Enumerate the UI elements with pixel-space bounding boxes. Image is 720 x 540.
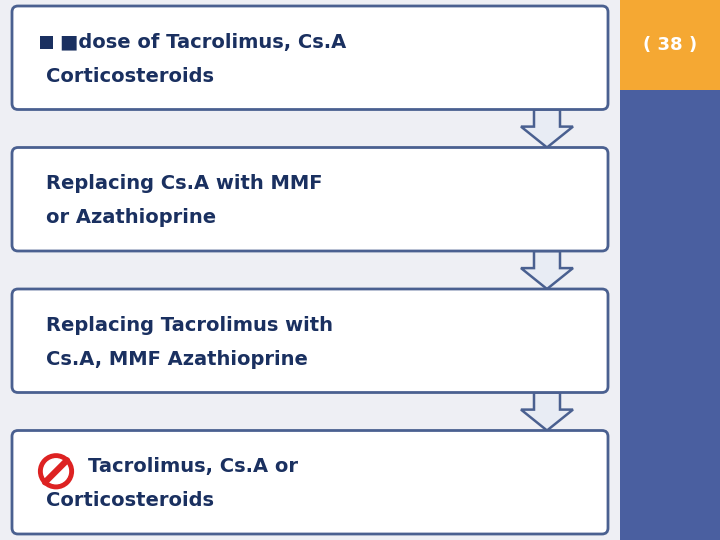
Bar (620, 0, 720, 540)
FancyBboxPatch shape (12, 430, 608, 534)
Bar (620, 0, 720, 90)
Text: Corticosteroids: Corticosteroids (46, 491, 214, 510)
Text: Replacing Cs.A with MMF: Replacing Cs.A with MMF (46, 174, 323, 193)
Circle shape (40, 455, 72, 487)
Polygon shape (521, 251, 573, 289)
Text: Corticosteroids: Corticosteroids (46, 66, 214, 85)
Text: Replacing Tacrolimus with: Replacing Tacrolimus with (46, 316, 333, 335)
Polygon shape (521, 393, 573, 430)
FancyBboxPatch shape (12, 6, 608, 110)
FancyBboxPatch shape (12, 289, 608, 393)
Text: ■dose of Tacrolimus, Cs.A: ■dose of Tacrolimus, Cs.A (60, 33, 346, 52)
Bar (40, 36, 53, 49)
FancyBboxPatch shape (12, 147, 608, 251)
Circle shape (43, 459, 68, 484)
Polygon shape (521, 110, 573, 147)
Text: Tacrolimus, Cs.A or: Tacrolimus, Cs.A or (88, 457, 298, 476)
Text: Cs.A, MMF Azathioprine: Cs.A, MMF Azathioprine (46, 349, 308, 368)
Text: ( 38 ): ( 38 ) (643, 36, 697, 54)
Text: or Azathioprine: or Azathioprine (46, 208, 216, 227)
